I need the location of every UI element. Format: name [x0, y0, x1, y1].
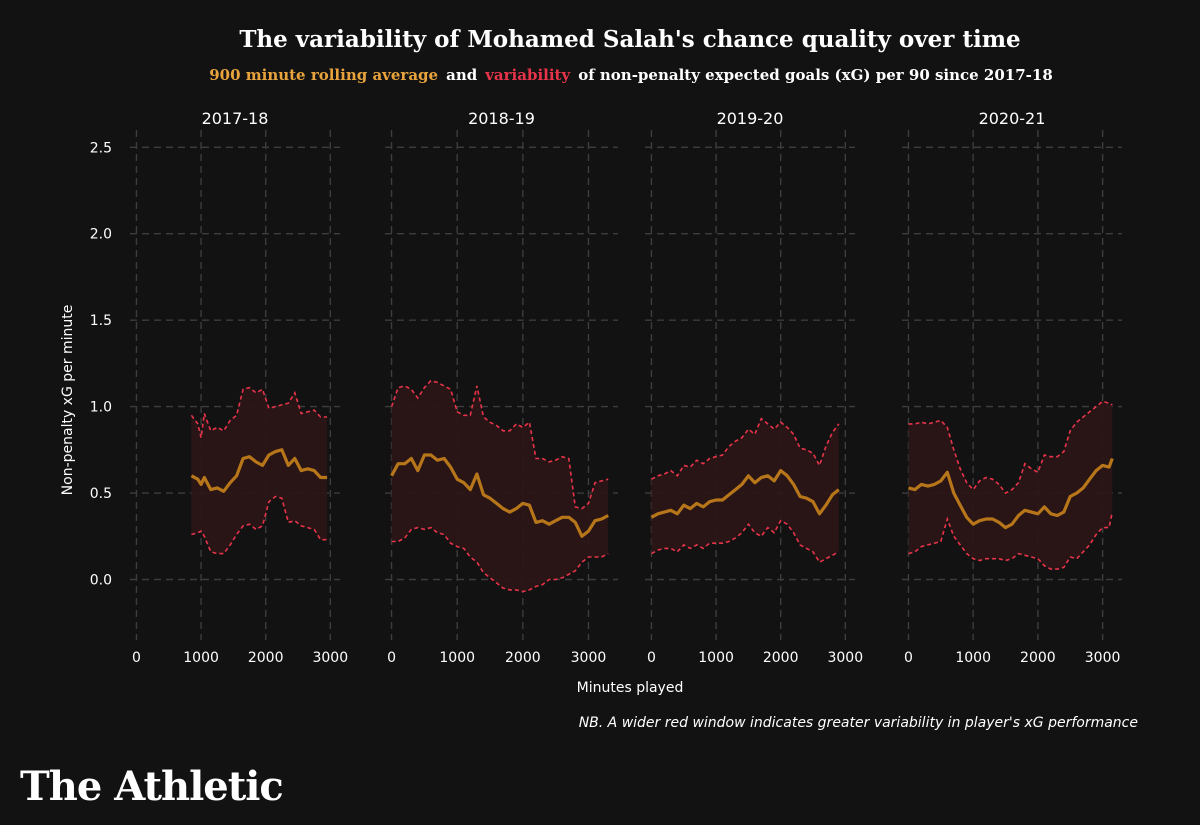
x-tick-label: 2000 — [763, 650, 799, 666]
panel-title: 2020-21 — [979, 109, 1046, 128]
subtitle-variability-label: variability — [485, 66, 571, 84]
variability-band — [391, 380, 609, 592]
x-tick-label: 3000 — [571, 650, 607, 666]
panel-title: 2017-18 — [202, 109, 269, 128]
subtitle-average-label: 900 minute rolling average — [209, 66, 439, 84]
y-tick-label: 1.0 — [90, 400, 112, 416]
y-tick-label: 0.0 — [90, 572, 112, 588]
panel-title: 2019-20 — [717, 109, 784, 128]
x-tick-label: 1000 — [698, 650, 734, 666]
panel-title: 2018-19 — [468, 109, 535, 128]
subtitle-and: and — [446, 66, 478, 84]
x-tick-label: 3000 — [1085, 650, 1121, 666]
x-tick-label: 0 — [647, 650, 656, 666]
y-tick-label: 1.5 — [90, 313, 112, 329]
variability-band — [651, 418, 839, 563]
x-tick-label: 3000 — [312, 650, 348, 666]
y-axis-label: Non-penalty xG per minute — [60, 305, 76, 496]
x-tick-label: 0 — [904, 650, 913, 666]
chart-title: The variability of Mohamed Salah's chanc… — [239, 26, 1021, 53]
chart-subtitle: 900 minute rolling average and variability… — [0, 66, 1200, 84]
x-tick-label: 1000 — [955, 650, 991, 666]
variability-lower-line — [191, 495, 328, 555]
y-tick-label: 2.0 — [90, 227, 112, 243]
variability-lower-line — [651, 519, 840, 564]
brand-logo: The Athletic — [20, 763, 284, 810]
x-tick-label: 1000 — [439, 650, 475, 666]
rolling-average-line — [390, 453, 609, 538]
variability-band — [908, 401, 1113, 570]
variability-lower-line — [908, 511, 1114, 570]
y-tick-label: 2.5 — [90, 140, 112, 156]
variability-upper-line — [908, 400, 1113, 495]
x-tick-label: 2000 — [505, 650, 541, 666]
x-tick-label: 0 — [387, 650, 396, 666]
x-tick-label: 2000 — [248, 650, 284, 666]
x-tick-label: 2000 — [1020, 650, 1056, 666]
x-axis-label: Minutes played — [577, 680, 684, 696]
rolling-average-line — [908, 457, 1114, 530]
footnote: NB. A wider red window indicates greater… — [578, 715, 1138, 731]
subtitle-description: of non-penalty expected goals (xG) per 9… — [578, 66, 1053, 84]
x-tick-label: 1000 — [183, 650, 219, 666]
x-tick-label: 0 — [132, 650, 141, 666]
rolling-average-line — [650, 469, 840, 519]
y-tick-label: 0.5 — [90, 486, 112, 502]
x-tick-label: 3000 — [827, 650, 863, 666]
rolling-average-line — [190, 448, 328, 493]
